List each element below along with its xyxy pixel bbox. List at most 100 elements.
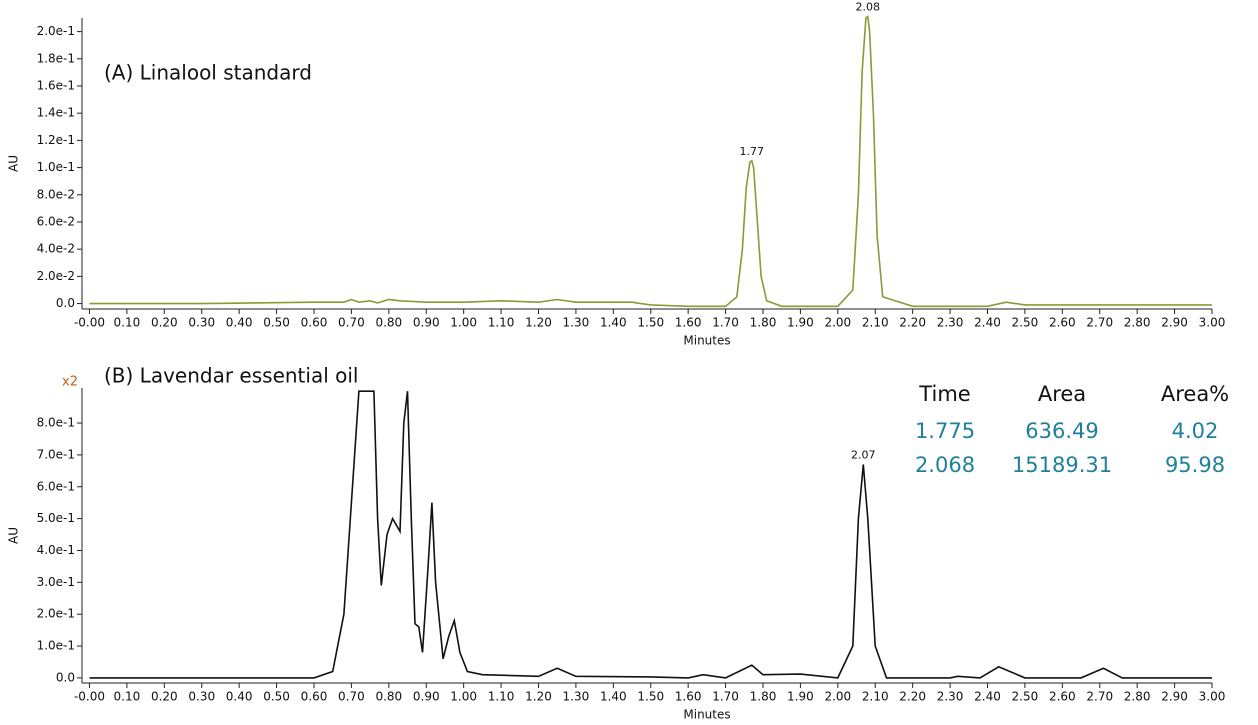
x-tick-label: 0.10 xyxy=(114,690,141,704)
y-tick-label: 2.0e-1 xyxy=(37,24,75,38)
peak-label: 2.08 xyxy=(856,1,881,14)
x-tick-label: 2.40 xyxy=(974,690,1001,704)
x-tick-label: 1.00 xyxy=(450,690,477,704)
y-axis-label: AU xyxy=(7,155,21,172)
x-tick-label: 0.80 xyxy=(375,690,402,704)
x-tick-label: 0.70 xyxy=(338,316,365,330)
table-cell: 4.02 xyxy=(1172,419,1219,443)
x-tick-label: 1.60 xyxy=(675,316,702,330)
x-tick-label: 0.50 xyxy=(263,316,290,330)
x-tick-label: 2.80 xyxy=(1124,690,1151,704)
y-axis-label: AU xyxy=(7,527,21,544)
y-tick-label: 8.0e-2 xyxy=(37,187,75,201)
x-tick-label: 1.30 xyxy=(563,690,590,704)
x-tick-label: 0.20 xyxy=(151,316,178,330)
x-tick-label: 1.50 xyxy=(637,690,664,704)
table-header: Area xyxy=(1038,382,1086,406)
x-tick-label: 2.60 xyxy=(1049,690,1076,704)
x-tick-label: 0.90 xyxy=(413,690,440,704)
chart-title: (B) Lavendar essential oil xyxy=(104,364,358,388)
table-cell: 95.98 xyxy=(1165,453,1225,477)
x-tick-label: 2.20 xyxy=(899,316,926,330)
y-tick-label: 1.4e-1 xyxy=(37,106,75,120)
x-tick-label: 0.40 xyxy=(226,316,253,330)
x-axis-label: Minutes xyxy=(683,708,730,722)
table-cell: 2.068 xyxy=(915,453,975,477)
x-tick-label: 1.50 xyxy=(637,316,664,330)
x-tick-label: 2.60 xyxy=(1049,316,1076,330)
x-tick-label: 0.40 xyxy=(226,690,253,704)
x-tick-label: 2.40 xyxy=(974,316,1001,330)
x-tick-label: 2.90 xyxy=(1161,316,1188,330)
x-tick-label: 1.10 xyxy=(488,690,515,704)
x-tick-label: 2.20 xyxy=(899,690,926,704)
y-tick-label: 0.0 xyxy=(56,670,75,684)
x-tick-label: 1.70 xyxy=(712,690,739,704)
x-tick-label: 2.10 xyxy=(862,316,889,330)
x-tick-label: 1.40 xyxy=(600,690,627,704)
x-tick-label: 2.50 xyxy=(1012,316,1039,330)
y-tick-label: 1.0e-1 xyxy=(37,160,75,174)
x-tick-label: 2.30 xyxy=(937,316,964,330)
y-tick-label: 3.0e-1 xyxy=(37,575,75,589)
x-tick-label: 1.80 xyxy=(750,316,777,330)
x-tick-label: 0.30 xyxy=(188,690,215,704)
table-header: Area% xyxy=(1161,382,1229,406)
trace xyxy=(89,15,1212,308)
scale-note: x2 xyxy=(62,375,78,390)
x-tick-label: 1.40 xyxy=(600,316,627,330)
table-cell: 15189.31 xyxy=(1012,453,1112,477)
x-tick-label: 1.20 xyxy=(525,690,552,704)
x-tick-label: 0.70 xyxy=(338,690,365,704)
x-tick-label: 3.00 xyxy=(1199,690,1226,704)
x-tick-label: 0.50 xyxy=(263,690,290,704)
peak-label: 1.77 xyxy=(740,145,765,158)
x-tick-label: 2.00 xyxy=(824,316,851,330)
y-tick-label: 0.0 xyxy=(56,296,75,310)
y-tick-label: 8.0e-1 xyxy=(37,416,75,430)
y-tick-label: 5.0e-1 xyxy=(37,511,75,525)
y-tick-label: 7.0e-1 xyxy=(37,447,75,461)
x-tick-label: 2.10 xyxy=(862,690,889,704)
x-tick-label: 2.00 xyxy=(824,690,851,704)
x-tick-label: 0.80 xyxy=(375,316,402,330)
y-tick-label: 1.6e-1 xyxy=(37,78,75,92)
x-tick-label: 2.80 xyxy=(1124,316,1151,330)
table-header: Time xyxy=(918,382,970,406)
x-tick-label: 1.20 xyxy=(525,316,552,330)
peak-label: 2.07 xyxy=(851,448,876,461)
y-tick-label: 6.0e-1 xyxy=(37,479,75,493)
y-tick-label: 4.0e-1 xyxy=(37,543,75,557)
x-tick-label: 1.80 xyxy=(750,690,777,704)
y-tick-label: 1.8e-1 xyxy=(37,51,75,65)
x-tick-label: 2.50 xyxy=(1012,690,1039,704)
x-tick-label: -0.00 xyxy=(74,690,105,704)
x-tick-label: 0.10 xyxy=(114,316,141,330)
y-tick-label: 6.0e-2 xyxy=(37,214,75,228)
x-tick-label: 0.60 xyxy=(301,316,328,330)
chart-title: (A) Linalool standard xyxy=(104,61,312,85)
x-tick-label: 1.30 xyxy=(563,316,590,330)
x-tick-label: 1.00 xyxy=(450,316,477,330)
x-tick-label: -0.00 xyxy=(74,316,105,330)
x-tick-label: 2.70 xyxy=(1086,690,1113,704)
table-cell: 1.775 xyxy=(915,419,975,443)
x-tick-label: 1.10 xyxy=(488,316,515,330)
x-tick-label: 1.70 xyxy=(712,316,739,330)
x-tick-label: 3.00 xyxy=(1199,316,1226,330)
x-tick-label: 1.60 xyxy=(675,690,702,704)
x-tick-label: 0.60 xyxy=(301,690,328,704)
y-tick-label: 1.2e-1 xyxy=(37,133,75,147)
y-tick-label: 4.0e-2 xyxy=(37,242,75,256)
x-tick-label: 2.30 xyxy=(937,690,964,704)
x-tick-label: 2.90 xyxy=(1161,690,1188,704)
x-tick-label: 1.90 xyxy=(787,316,814,330)
x-tick-label: 1.90 xyxy=(787,690,814,704)
x-tick-label: 0.30 xyxy=(188,316,215,330)
x-tick-label: 0.90 xyxy=(413,316,440,330)
table-cell: 636.49 xyxy=(1025,419,1098,443)
y-tick-label: 1.0e-1 xyxy=(37,639,75,653)
trace xyxy=(89,390,1212,679)
y-tick-label: 2.0e-2 xyxy=(37,269,75,283)
